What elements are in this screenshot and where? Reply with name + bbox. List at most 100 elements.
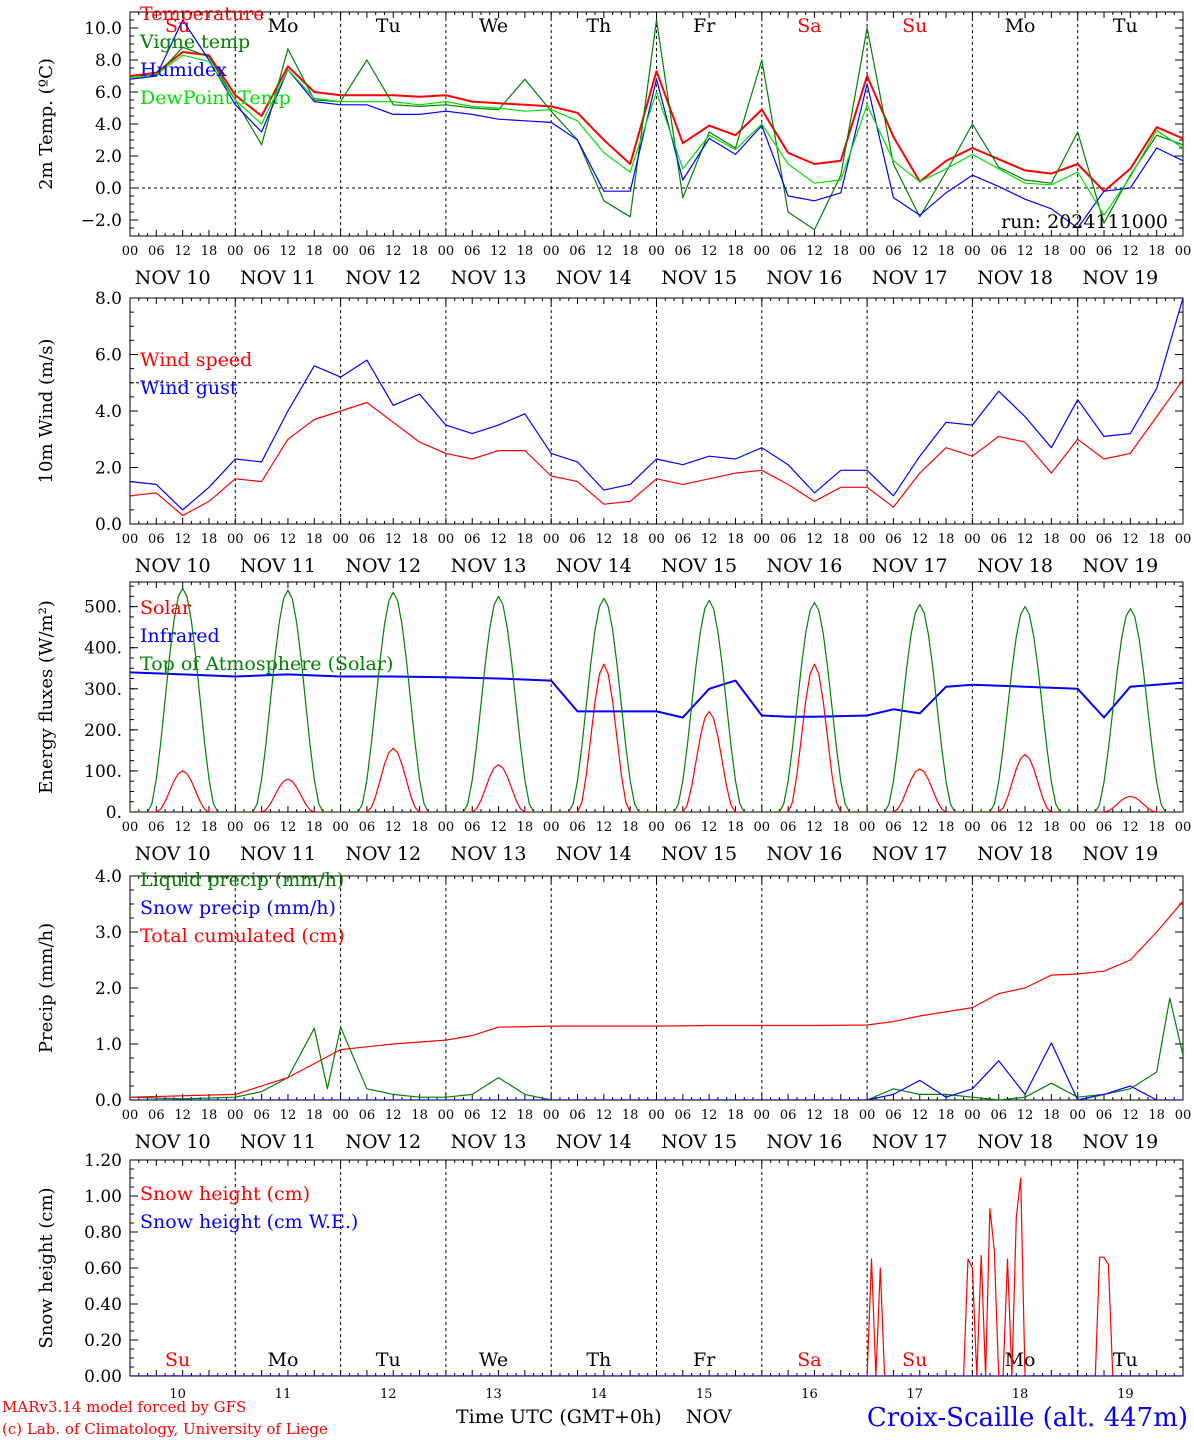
panel-5: 1.20 1.00 0.80 0.60 0.40 0.20 0.00 Snow height … <box>36 1151 1184 1387</box>
hour-tick-label: 00 <box>859 820 876 835</box>
hour-tick-label: 00 <box>227 244 244 259</box>
bottom-day-label: 10 <box>169 1387 186 1402</box>
date-label: NOV 12 <box>345 843 421 865</box>
hour-tick-label: 18 <box>622 244 639 259</box>
bottom-day-label: 16 <box>801 1387 818 1402</box>
hour-tick-label: 18 <box>411 820 428 835</box>
model-credit: MARv3.14 model forced by GFS <box>2 1398 246 1416</box>
hour-tick-label: 06 <box>359 1108 376 1123</box>
hour-tick-label: 06 <box>990 532 1007 547</box>
hour-tick-label: 00 <box>859 532 876 547</box>
hour-tick-label: 12 <box>1017 820 1034 835</box>
hour-tick-label: 06 <box>675 244 692 259</box>
hour-tick-label: 18 <box>1043 244 1060 259</box>
x-axis-title: Time UTC (GMT+0h) <box>456 1406 662 1428</box>
date-label: NOV 13 <box>451 1131 527 1153</box>
hour-tick-label: 18 <box>727 820 744 835</box>
hour-tick-label: 00 <box>1069 532 1086 547</box>
weekday-label: Su <box>902 15 927 37</box>
bottom-day-label: 19 <box>1117 1387 1134 1402</box>
bottom-day-label: 17 <box>906 1387 923 1402</box>
y-tick-label: 1.0 <box>95 1035 122 1055</box>
hour-tick-label: 12 <box>490 1108 507 1123</box>
date-label: NOV 11 <box>240 1131 316 1153</box>
series-group <box>130 587 1183 812</box>
hour-tick-label: 06 <box>990 244 1007 259</box>
hour-tick-label: 12 <box>385 532 402 547</box>
series-line-solar <box>130 663 1183 812</box>
series-group <box>130 1177 1183 1376</box>
weekday-label: Th <box>586 15 611 37</box>
date-label: NOV 17 <box>872 267 948 289</box>
hour-tick-label: 18 <box>622 532 639 547</box>
hour-tick-label: 18 <box>622 820 639 835</box>
y-tick-label: 0.0 <box>95 179 122 199</box>
date-label: NOV 11 <box>240 843 316 865</box>
y-tick-label: 3.0 <box>95 923 122 943</box>
legend-entry: Wind speed <box>140 349 252 371</box>
y-tick-label: 0.0 <box>95 1091 122 1111</box>
y-tick-label: 400. <box>84 639 122 659</box>
series-group <box>130 298 1183 517</box>
y-tick-label: 0.0 <box>95 515 122 535</box>
hour-tick-label: 06 <box>148 532 165 547</box>
y-axis-label: 10m Wind (m/s) <box>36 339 57 484</box>
weekday-label: Tu <box>376 15 401 37</box>
hour-tick-label: 00 <box>122 820 139 835</box>
legend-entry: Snow height (cm) <box>140 1183 310 1205</box>
legend-entry: Temperature <box>140 3 264 25</box>
hour-tick-label: 00 <box>859 244 876 259</box>
lab-credit: (c) Lab. of Climatology, University of L… <box>2 1420 328 1438</box>
date-label: NOV 12 <box>345 555 421 577</box>
hour-tick-label: 12 <box>701 244 718 259</box>
hour-tick-label: 12 <box>701 532 718 547</box>
hour-tick-label: 18 <box>201 244 218 259</box>
bottom-day-label: 14 <box>591 1387 608 1402</box>
weekday-label: Su <box>165 1349 190 1371</box>
panel-1: 10.0 8.0 6.0 4.0 2.0 0.0 −2.0 2m Temp. (ºC) 00 06… <box>36 3 1191 289</box>
weekday-label: We <box>479 15 508 37</box>
hour-tick-label: 00 <box>964 244 981 259</box>
hour-tick-label: 06 <box>1096 532 1113 547</box>
series-line-liquid-precip-mm-h- <box>130 997 1183 1100</box>
hour-tick-label: 06 <box>885 244 902 259</box>
hour-tick-label: 06 <box>569 1108 586 1123</box>
y-axis-label: 2m Temp. (ºC) <box>36 58 57 190</box>
hour-tick-label: 06 <box>464 244 481 259</box>
hour-tick-label: 00 <box>438 244 455 259</box>
date-label: NOV 19 <box>1082 1131 1158 1153</box>
hour-tick-label: 18 <box>1043 532 1060 547</box>
weekday-label: Fr <box>693 15 716 37</box>
date-label: NOV 14 <box>556 1131 632 1153</box>
weekday-label: Mo <box>267 1349 298 1371</box>
hour-tick-label: 06 <box>253 820 270 835</box>
hour-tick-label: 12 <box>490 820 507 835</box>
date-label: NOV 19 <box>1082 267 1158 289</box>
weekday-label: Sa <box>797 15 821 37</box>
weekday-label: Tu <box>1113 15 1138 37</box>
hour-tick-label: 18 <box>306 1108 323 1123</box>
date-label: NOV 14 <box>556 267 632 289</box>
date-label: NOV 11 <box>240 267 316 289</box>
weekday-label: Th <box>586 1349 611 1371</box>
hour-tick-label: 18 <box>938 532 955 547</box>
hour-tick-label: 12 <box>806 1108 823 1123</box>
date-label: NOV 12 <box>345 1131 421 1153</box>
hour-tick-label: 18 <box>411 244 428 259</box>
weekday-label: Tu <box>1113 1349 1138 1371</box>
y-tick-label: 6.0 <box>95 83 122 103</box>
y-tick-label: 300. <box>84 680 122 700</box>
date-label: NOV 10 <box>135 1131 211 1153</box>
hour-tick-label: 00 <box>332 820 349 835</box>
hour-tick-label: 06 <box>675 1108 692 1123</box>
hour-tick-label: 12 <box>911 532 928 547</box>
y-tick-label: 1.00 <box>84 1187 122 1207</box>
hour-tick-label: 18 <box>411 532 428 547</box>
date-label: NOV 13 <box>451 267 527 289</box>
y-tick-label: 4.0 <box>95 402 122 422</box>
hour-tick-label: 18 <box>1148 244 1165 259</box>
hour-tick-label: 00 <box>1175 1108 1192 1123</box>
hour-tick-label: 00 <box>859 1108 876 1123</box>
date-label: NOV 16 <box>767 555 843 577</box>
series-line-dewpoint-temp <box>130 54 1183 216</box>
